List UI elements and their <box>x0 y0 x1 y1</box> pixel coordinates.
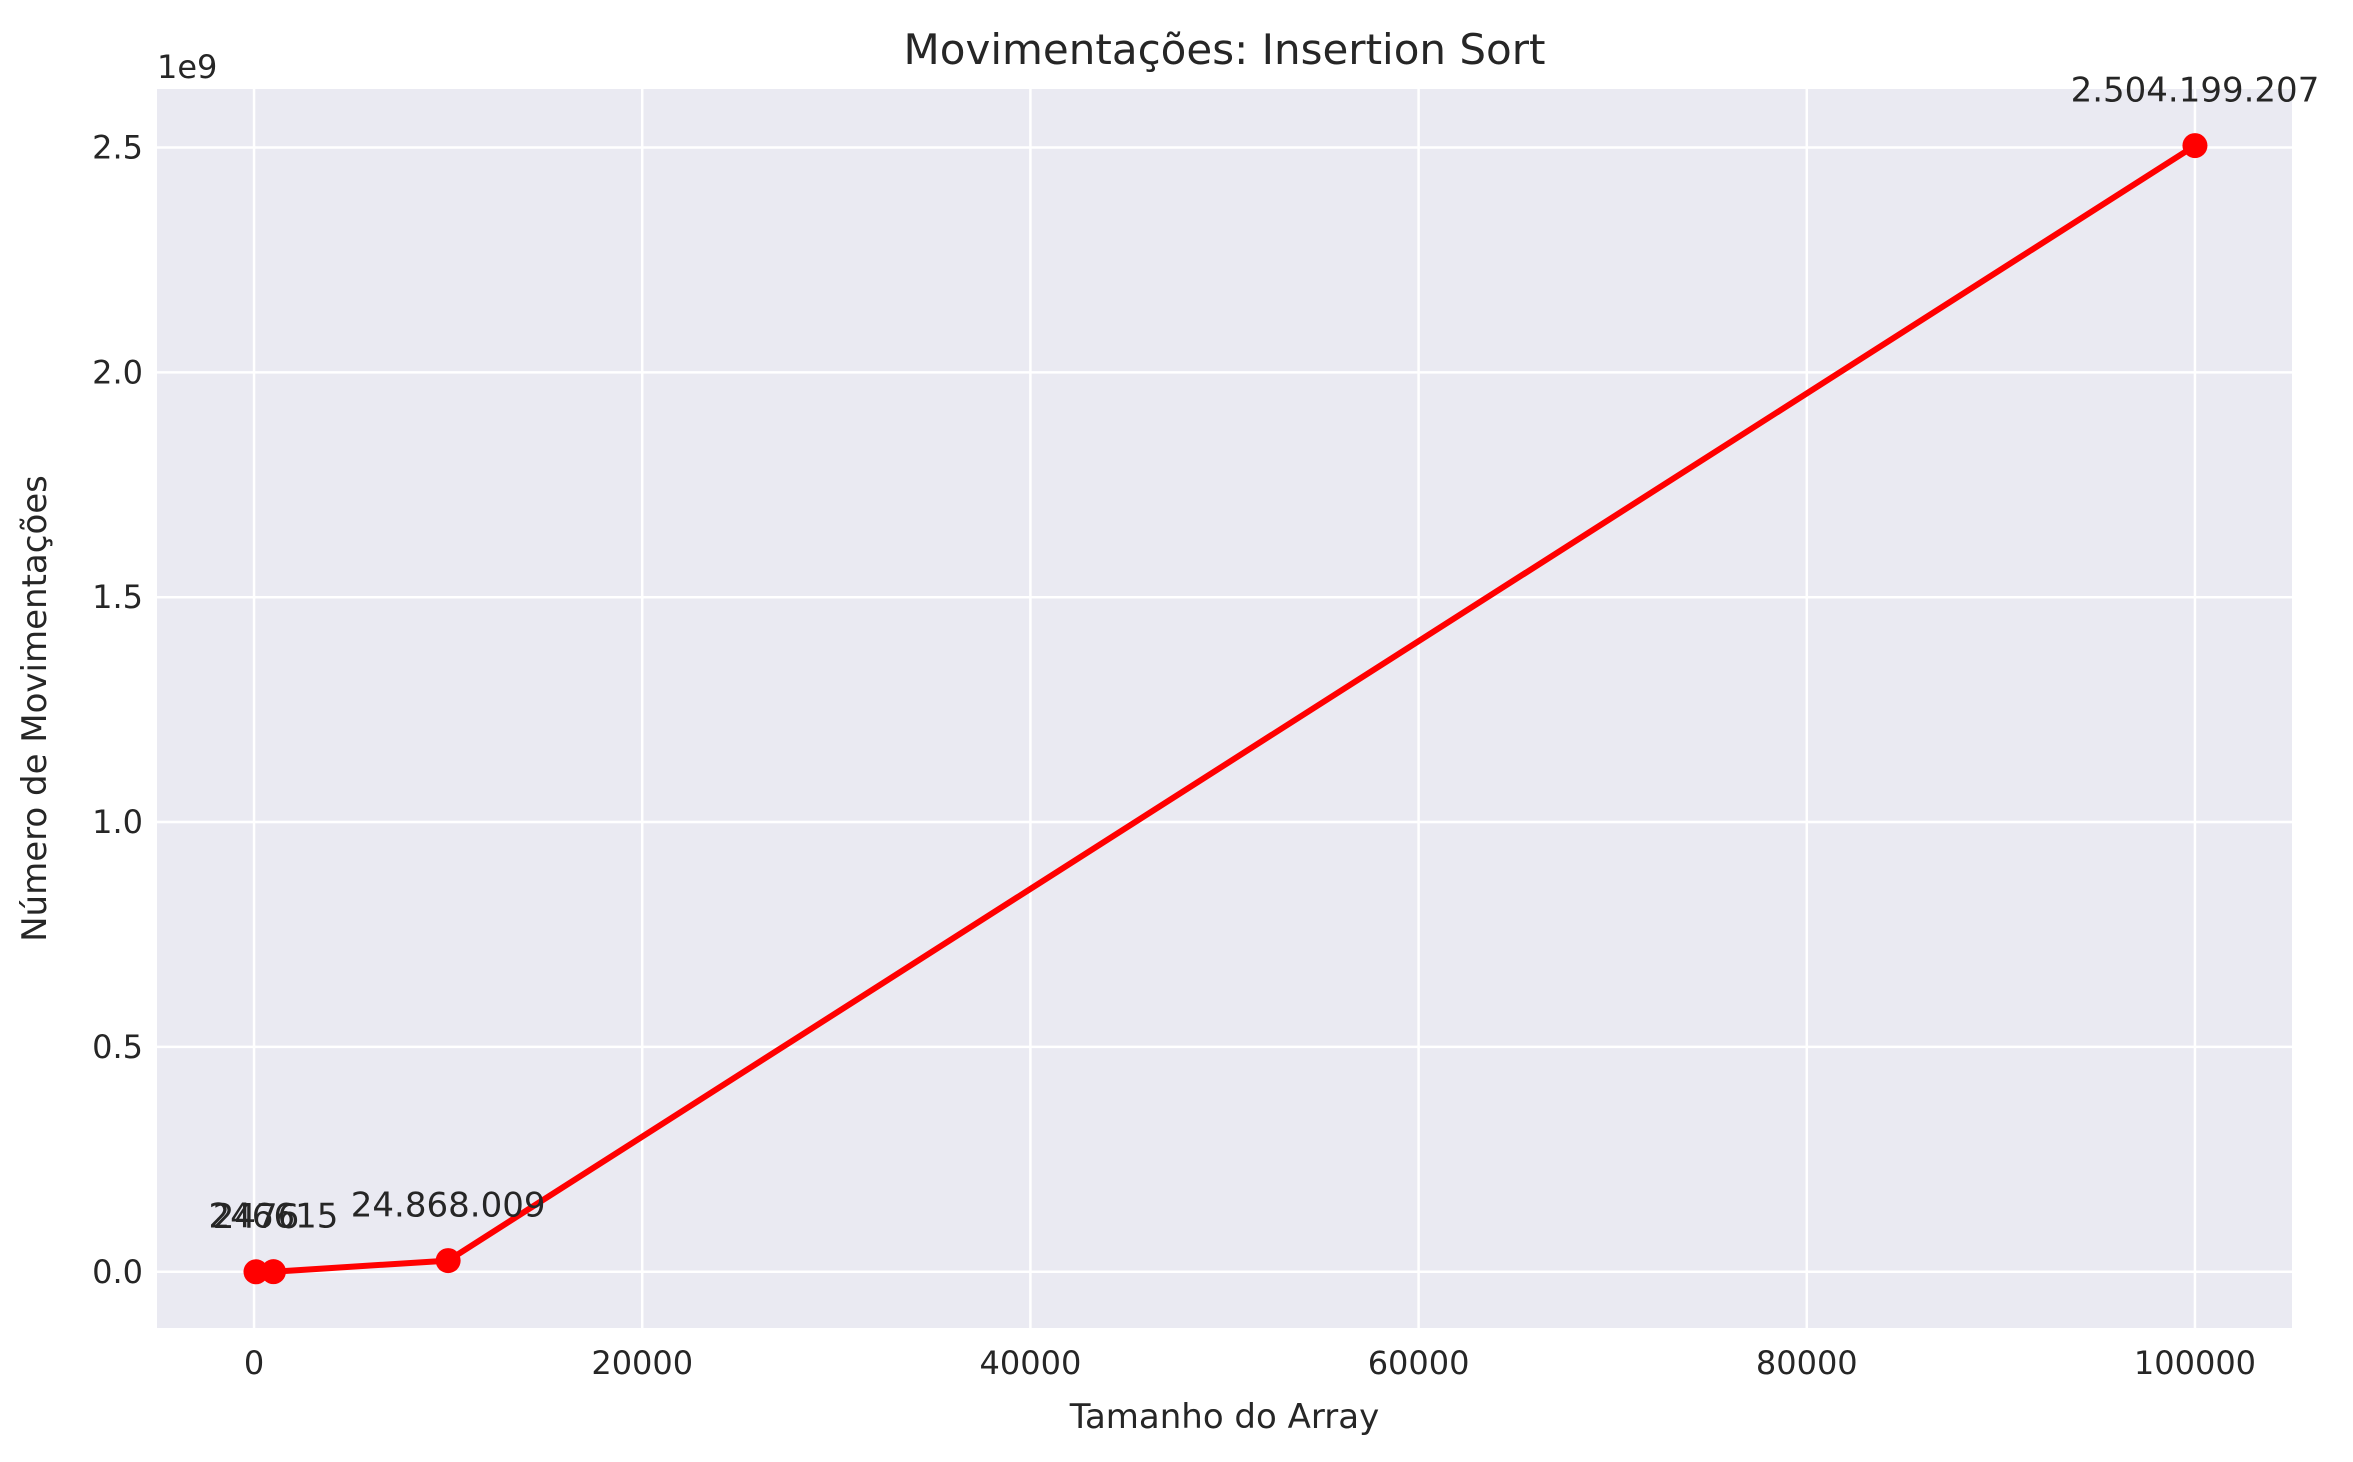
x-tick-label: 60000 <box>1368 1344 1470 1382</box>
y-tick-label: 1.5 <box>92 578 143 616</box>
x-tick-label: 20000 <box>591 1344 693 1382</box>
data-label: 2476 <box>213 1197 300 1237</box>
plot-area <box>157 89 2292 1328</box>
x-tick-label: 100000 <box>2134 1344 2256 1382</box>
data-label: 24.868.009 <box>351 1186 546 1226</box>
x-tick-label: 40000 <box>980 1344 1082 1382</box>
data-label: 2.504.199.207 <box>2071 71 2320 111</box>
y-axis-offset-text: 1e9 <box>157 48 217 86</box>
data-point <box>2182 133 2208 159</box>
y-tick-label: 2.5 <box>92 128 143 166</box>
y-axis-label: Número de Movimentações <box>15 475 55 942</box>
x-axis-ticks: 0 20000 40000 60000 80000 100000 <box>244 1344 2256 1382</box>
data-point <box>435 1248 461 1274</box>
grid <box>157 89 2292 1328</box>
y-axis-ticks: 0.0 0.5 1.0 1.5 2.0 2.5 <box>92 128 143 1290</box>
data-label: 246615 <box>209 1197 339 1237</box>
y-tick-label: 1.0 <box>92 803 143 841</box>
chart-title: Movimentações: Insertion Sort <box>904 25 1546 74</box>
x-tick-label: 0 <box>244 1344 264 1382</box>
y-tick-label: 0.0 <box>92 1253 143 1291</box>
y-tick-label: 2.0 <box>92 353 143 391</box>
x-tick-label: 80000 <box>1756 1344 1858 1382</box>
x-axis-label: Tamanho do Array <box>1069 1397 1379 1437</box>
data-point <box>260 1259 286 1285</box>
data-point <box>243 1259 269 1285</box>
y-tick-label: 0.5 <box>92 1028 143 1066</box>
